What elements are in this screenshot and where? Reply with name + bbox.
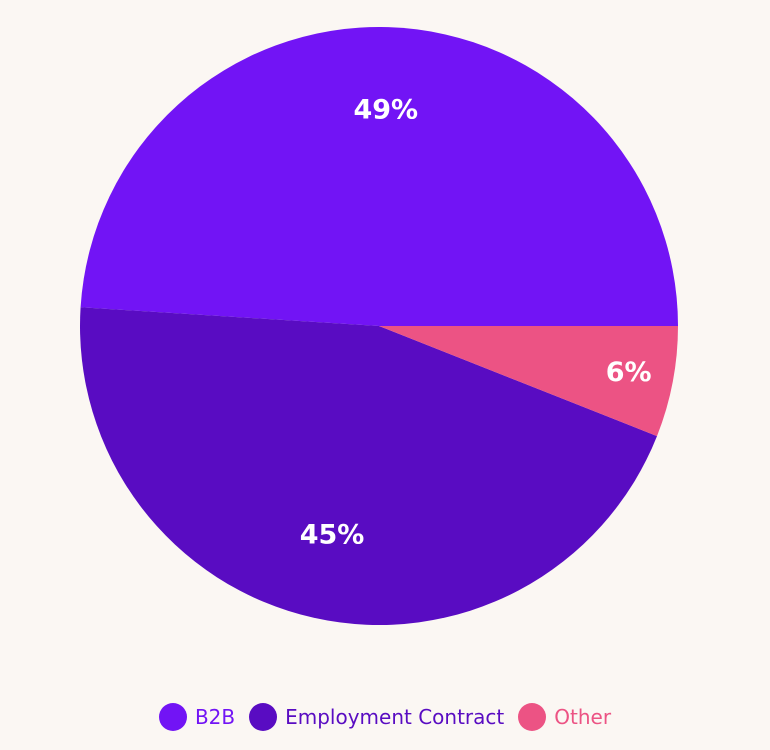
data-label-other: 6% — [606, 357, 652, 388]
legend: B2B Employment Contract Other — [0, 703, 770, 731]
legend-item-other[interactable]: Other — [518, 703, 611, 731]
pie-chart: 49% 45% 6% — [80, 27, 678, 625]
legend-item-b2b[interactable]: B2B — [158, 703, 236, 731]
legend-swatch-employment-contract — [249, 703, 278, 731]
data-label-b2b: 49% — [353, 94, 418, 125]
legend-swatch-other — [518, 703, 547, 731]
pie-slice-employment-contract[interactable] — [80, 307, 658, 625]
data-label-employment-contract: 45% — [300, 520, 365, 551]
legend-label-employment-contract: Employment Contract — [285, 705, 505, 729]
legend-swatch-b2b — [158, 703, 187, 731]
legend-item-employment-contract[interactable]: Employment Contract — [249, 703, 504, 731]
pie-slice-other[interactable] — [379, 326, 678, 437]
legend-label-other: Other — [554, 705, 612, 729]
legend-label-b2b: B2B — [194, 705, 236, 729]
pie-slice-b2b[interactable] — [80, 27, 678, 326]
